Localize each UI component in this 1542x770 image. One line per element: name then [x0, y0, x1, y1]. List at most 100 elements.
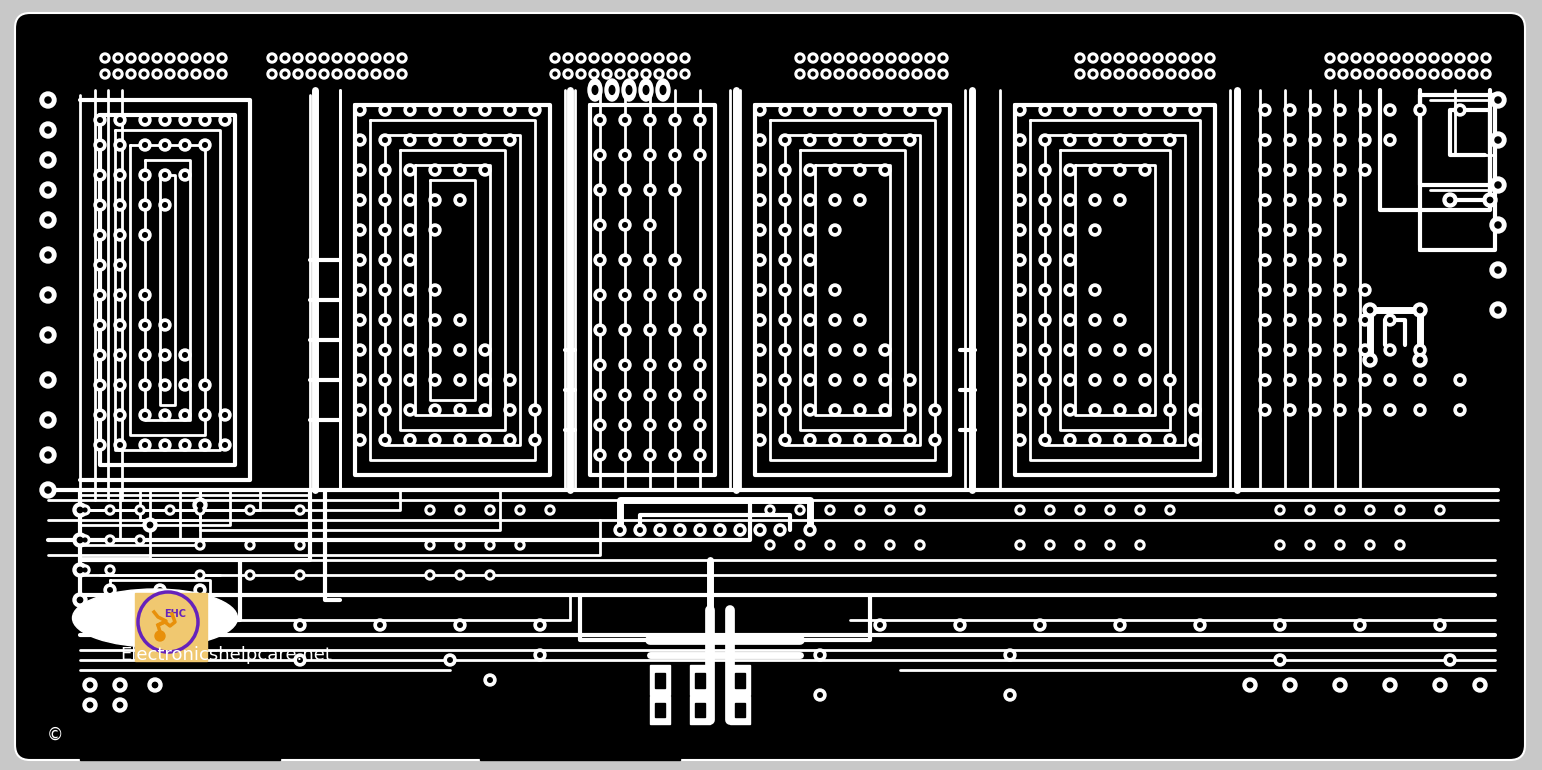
- Circle shape: [182, 172, 187, 177]
- Circle shape: [592, 56, 595, 60]
- Circle shape: [267, 69, 278, 79]
- Circle shape: [1377, 69, 1386, 79]
- Ellipse shape: [72, 589, 237, 647]
- Circle shape: [1045, 505, 1055, 515]
- Circle shape: [202, 142, 207, 147]
- Circle shape: [1018, 198, 1022, 203]
- Circle shape: [153, 69, 162, 79]
- Circle shape: [137, 598, 142, 602]
- Circle shape: [669, 149, 682, 161]
- Circle shape: [504, 404, 517, 416]
- Circle shape: [1015, 284, 1025, 296]
- Circle shape: [672, 152, 677, 157]
- Circle shape: [618, 449, 631, 461]
- Circle shape: [148, 522, 153, 527]
- Circle shape: [1008, 693, 1012, 698]
- Circle shape: [1288, 348, 1292, 353]
- Circle shape: [404, 284, 416, 296]
- Circle shape: [631, 72, 635, 76]
- Circle shape: [1338, 543, 1342, 547]
- Circle shape: [305, 53, 316, 63]
- Circle shape: [1359, 344, 1371, 356]
- Circle shape: [672, 423, 677, 427]
- Circle shape: [1354, 72, 1359, 76]
- Circle shape: [40, 122, 56, 138]
- Circle shape: [108, 588, 113, 592]
- Circle shape: [143, 203, 148, 207]
- Circle shape: [182, 353, 187, 357]
- Circle shape: [1194, 619, 1206, 631]
- Circle shape: [399, 72, 404, 76]
- Circle shape: [628, 69, 638, 79]
- Circle shape: [94, 199, 106, 211]
- Circle shape: [1039, 374, 1052, 386]
- Circle shape: [1288, 198, 1292, 203]
- Circle shape: [1135, 540, 1146, 550]
- Circle shape: [873, 69, 884, 79]
- Circle shape: [779, 404, 791, 416]
- Circle shape: [444, 654, 456, 666]
- Circle shape: [1064, 314, 1076, 326]
- Circle shape: [1118, 378, 1123, 382]
- Circle shape: [382, 408, 387, 412]
- Circle shape: [589, 69, 598, 79]
- Circle shape: [1471, 72, 1474, 76]
- Circle shape: [159, 349, 171, 361]
- Circle shape: [159, 319, 171, 331]
- Circle shape: [669, 419, 682, 431]
- Circle shape: [683, 56, 686, 60]
- Circle shape: [654, 69, 665, 79]
- Circle shape: [245, 540, 254, 550]
- Circle shape: [1312, 258, 1317, 263]
- Circle shape: [1278, 623, 1283, 628]
- Circle shape: [293, 53, 302, 63]
- Circle shape: [1445, 56, 1449, 60]
- Circle shape: [296, 72, 299, 76]
- Circle shape: [1288, 168, 1292, 172]
- Circle shape: [433, 138, 438, 142]
- Circle shape: [148, 608, 162, 622]
- Circle shape: [1468, 53, 1477, 63]
- Circle shape: [182, 118, 187, 122]
- Circle shape: [645, 449, 655, 461]
- Circle shape: [358, 408, 362, 412]
- Circle shape: [489, 573, 492, 577]
- Text: EHC: EHC: [163, 609, 187, 619]
- Circle shape: [1363, 288, 1368, 293]
- Circle shape: [458, 623, 463, 628]
- Circle shape: [1015, 194, 1025, 206]
- Circle shape: [335, 72, 339, 76]
- Circle shape: [480, 344, 490, 356]
- Circle shape: [1140, 404, 1150, 416]
- Circle shape: [40, 182, 56, 198]
- Circle shape: [618, 419, 631, 431]
- Circle shape: [453, 344, 466, 356]
- Circle shape: [348, 72, 352, 76]
- Circle shape: [45, 127, 51, 133]
- Circle shape: [669, 254, 682, 266]
- Circle shape: [319, 69, 328, 79]
- Circle shape: [1263, 348, 1268, 353]
- Circle shape: [429, 434, 441, 446]
- Circle shape: [433, 378, 438, 382]
- Circle shape: [885, 505, 894, 515]
- Circle shape: [1388, 138, 1392, 142]
- Circle shape: [694, 149, 706, 161]
- Circle shape: [1263, 258, 1268, 263]
- Circle shape: [1039, 344, 1052, 356]
- Circle shape: [779, 224, 791, 236]
- Circle shape: [1015, 434, 1025, 446]
- Circle shape: [296, 56, 299, 60]
- Circle shape: [1363, 303, 1377, 317]
- Circle shape: [1288, 288, 1292, 293]
- Circle shape: [202, 443, 207, 447]
- Circle shape: [429, 344, 441, 356]
- Circle shape: [714, 524, 726, 536]
- Circle shape: [1167, 108, 1172, 112]
- Circle shape: [1443, 193, 1457, 207]
- Circle shape: [618, 114, 631, 126]
- Circle shape: [1258, 134, 1271, 146]
- Circle shape: [180, 56, 185, 60]
- Circle shape: [1437, 623, 1442, 628]
- Circle shape: [1189, 104, 1201, 116]
